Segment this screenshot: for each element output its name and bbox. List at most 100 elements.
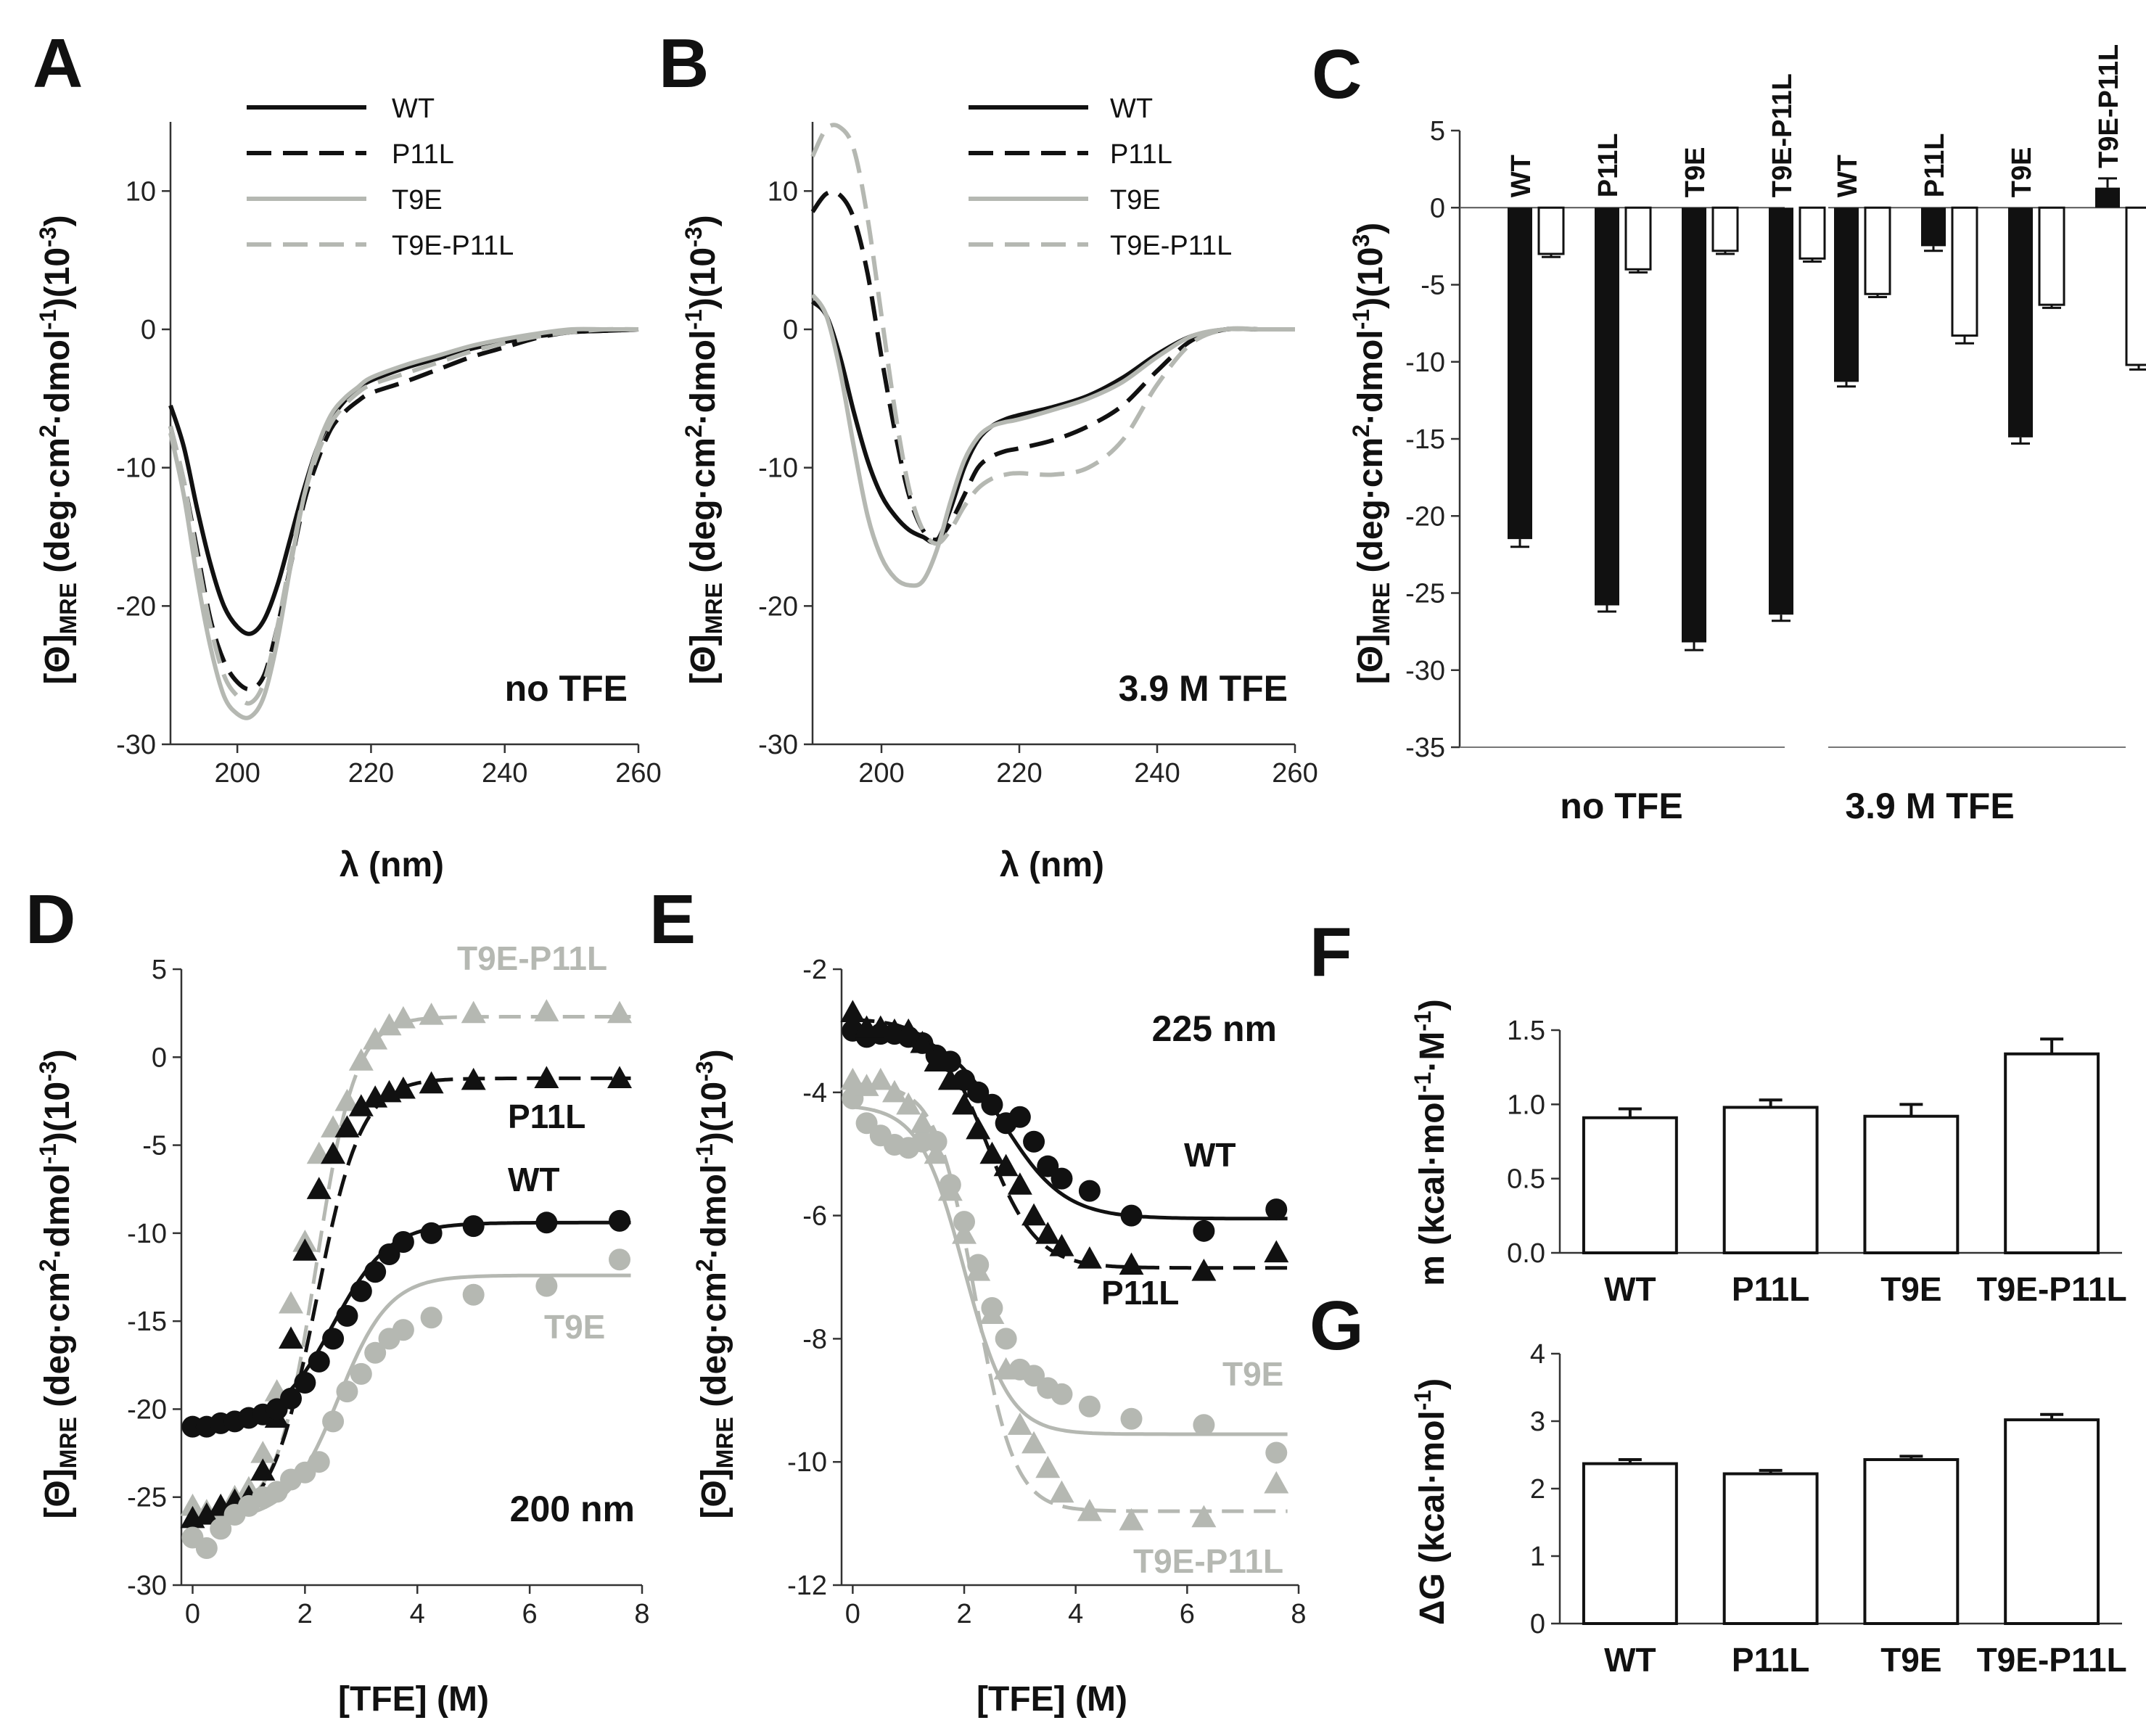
- data-point-wt: [322, 1328, 345, 1350]
- panel-f-ylabel: m (kcal·mol-1·M-1): [1410, 999, 1452, 1286]
- panel-d-label-p11l: P11L: [508, 1098, 585, 1135]
- data-point-t9e: [535, 1275, 558, 1297]
- panel-c-ytick-label: -30: [1405, 656, 1445, 686]
- data-point-p11l: [534, 1066, 559, 1088]
- data-point-t9e: [995, 1328, 1017, 1350]
- bar-t9e: [1863, 1458, 1960, 1626]
- legend-label-t9e-p11l: T9E-P11L: [392, 231, 514, 261]
- data-point-t9e: [322, 1410, 345, 1433]
- legend-label-p11l: P11L: [1110, 139, 1172, 170]
- panel-d-label-t9e: T9E: [544, 1308, 605, 1346]
- panel-d-ytick-label: -15: [127, 1307, 167, 1337]
- panel-b-xtick-label: 240: [1134, 758, 1180, 789]
- panel-e-xtick-label: 8: [1291, 1599, 1306, 1629]
- bar-wt: [1582, 1462, 1678, 1625]
- panel-c-ytick-label: 5: [1430, 116, 1445, 147]
- panel-a-xtick-label: 200: [214, 758, 260, 789]
- panel-c-category-label: T9E-P11L: [2094, 44, 2124, 168]
- bar-filled-t9e-p11l: [1769, 207, 1793, 615]
- panel-d-xtick-label: 2: [297, 1599, 313, 1629]
- panel-c-ytick-label: -15: [1405, 424, 1445, 455]
- data-point-t9e: [1265, 1441, 1288, 1464]
- bar-open-wt: [1537, 206, 1565, 255]
- panel-c-category-label: T9E: [2007, 147, 2037, 198]
- panel-g-delta-g: 4 3 2 1 0 WT P11L T9E T9E-P11L ΔG (kcal·mol-1): [1410, 1339, 2127, 1679]
- data-point-t9e-p11l: [1035, 1455, 1061, 1478]
- data-point-t9e-p11l: [896, 1092, 921, 1115]
- category-label-t9e: T9E: [1880, 1641, 1941, 1679]
- data-point-p11l: [1007, 1172, 1032, 1195]
- panel-d-titration: 5 0 -5 -10 -15 -20 -25 -30 0 2 4 6 8 T9E-P11L P11L W…: [35, 939, 650, 1719]
- data-point-p11l: [993, 1153, 1019, 1177]
- panel-e-series: [840, 1000, 1289, 1531]
- data-point-p11l: [1264, 1240, 1289, 1263]
- panel-g-ytick-label: 1: [1530, 1542, 1545, 1572]
- panel-a-ytick-label: 10: [126, 176, 156, 207]
- fit-curve-p11l: [192, 1076, 631, 1524]
- panel-g-ylabel: ΔG (kcal·mol-1): [1410, 1378, 1452, 1625]
- panel-label-f: F: [1310, 913, 1352, 991]
- legend-label-wt: WT: [1110, 94, 1153, 124]
- fit-curve-t9e-p11l: [852, 1082, 1288, 1513]
- bar-open-wt: [1864, 206, 1891, 295]
- data-point-p11l: [924, 1049, 949, 1071]
- data-point-p11l: [966, 1116, 991, 1140]
- data-point-t9e-p11l: [334, 1088, 360, 1111]
- data-point-wt: [1120, 1204, 1143, 1227]
- data-point-t9e: [364, 1341, 387, 1364]
- data-point-wt: [1051, 1167, 1073, 1190]
- panel-c-ytick-label: -35: [1405, 733, 1445, 763]
- panel-d-xtick-label: 4: [410, 1599, 425, 1629]
- legend-label-t9e: T9E: [392, 185, 443, 215]
- bar-filled-p11l: [1595, 207, 1619, 606]
- data-point-t9e: [266, 1481, 288, 1503]
- data-point-t9e-p11l: [250, 1441, 276, 1463]
- panel-b-series: [810, 123, 1295, 588]
- series-line-t9e: [168, 326, 638, 720]
- data-point-t9e-p11l: [840, 1067, 866, 1090]
- data-point-t9e: [462, 1283, 485, 1306]
- data-point-p11l: [334, 1115, 360, 1138]
- panel-a-ytick-label: -30: [116, 730, 156, 760]
- data-point-t9e-p11l: [937, 1178, 963, 1201]
- panel-b-ytick-label: 0: [783, 315, 798, 345]
- data-point-p11l: [419, 1071, 444, 1094]
- data-point-p11l: [1035, 1222, 1061, 1244]
- bar-open-t9e: [1711, 206, 1739, 252]
- panel-c-category-label: P11L: [1920, 133, 1950, 198]
- category-label-wt: WT: [1604, 1641, 1656, 1679]
- panel-b-xtick-label: 220: [996, 758, 1042, 789]
- data-point-p11l: [348, 1094, 374, 1116]
- panel-b-xtick-label: 200: [858, 758, 904, 789]
- data-point-wt: [1008, 1106, 1031, 1128]
- panel-b-xtick-label: 260: [1272, 758, 1317, 789]
- panel-c-axes: 5 0 -5 -10 -15 -20 -25 -30 -35: [1405, 116, 2126, 763]
- panel-e-ytick-label: -10: [787, 1447, 827, 1478]
- bar-filled-p11l: [1921, 207, 1946, 247]
- bar-open-t9e-p11l: [1798, 206, 1826, 260]
- bar-wt: [1582, 1116, 1678, 1254]
- data-point-p11l: [390, 1076, 416, 1099]
- series-line-t9e-p11l: [810, 123, 1295, 546]
- data-point-t9e-p11l: [348, 1048, 374, 1071]
- data-point-t9e-p11l: [979, 1301, 1005, 1325]
- panel-d-axes: 5 0 -5 -10 -15 -20 -25 -30 0 2 4 6 8: [127, 955, 649, 1629]
- data-point-t9e-p11l: [993, 1357, 1019, 1380]
- data-point-p11l: [1119, 1252, 1144, 1275]
- data-point-p11l: [910, 1030, 935, 1053]
- data-point-p11l: [194, 1502, 219, 1525]
- data-point-wt: [364, 1261, 387, 1283]
- category-label-p11l: P11L: [1732, 1641, 1809, 1679]
- panel-a-xtick-label: 240: [482, 758, 527, 789]
- data-point-t9e-p11l: [1021, 1431, 1047, 1454]
- data-point-p11l: [292, 1238, 318, 1261]
- panel-a-legend: WT P11L T9E T9E-P11L: [247, 94, 514, 261]
- data-point-t9e: [350, 1362, 372, 1385]
- data-point-wt: [1193, 1219, 1215, 1242]
- panel-g-ytick-label: 0: [1530, 1609, 1545, 1640]
- panel-b-ytick-label: -20: [758, 591, 798, 622]
- panel-g-ytick-label: 2: [1530, 1474, 1545, 1505]
- data-point-p11l: [461, 1067, 486, 1090]
- bar-p11l: [1722, 1106, 1819, 1254]
- legend-label-wt: WT: [392, 94, 435, 124]
